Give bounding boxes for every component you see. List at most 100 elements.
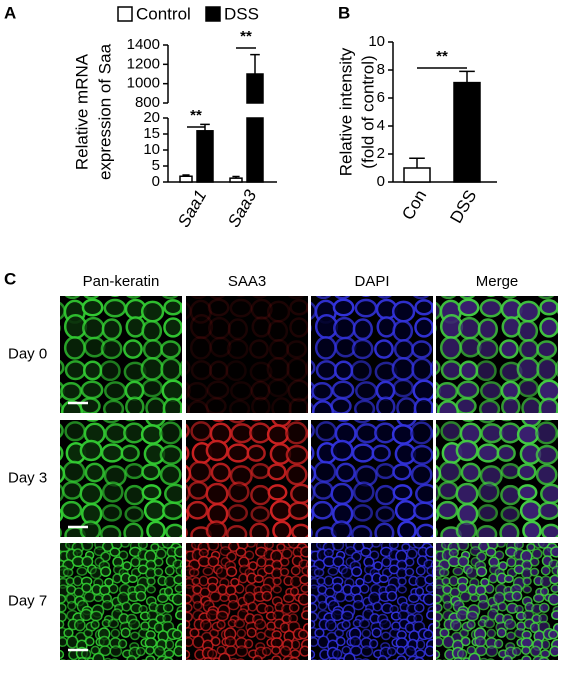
cell — [83, 300, 102, 316]
cell — [182, 595, 191, 603]
cell — [522, 656, 530, 663]
cell — [356, 300, 376, 316]
row-label: Day 7 — [8, 592, 47, 609]
cell — [457, 484, 478, 504]
cell — [236, 659, 245, 666]
cell — [442, 361, 461, 379]
cell — [184, 660, 194, 669]
cell — [314, 280, 333, 298]
cell — [146, 646, 154, 654]
significance-label: ** — [240, 28, 252, 45]
cell — [257, 632, 265, 639]
cell — [68, 601, 76, 609]
cell — [440, 660, 449, 668]
cell — [497, 628, 506, 637]
y-axis-label: Relative mRNA — [72, 53, 91, 170]
cell — [251, 486, 269, 504]
cell — [165, 650, 174, 657]
cell — [332, 484, 353, 504]
cell — [378, 666, 387, 669]
cell — [161, 342, 179, 358]
cell — [333, 540, 344, 550]
cell — [467, 611, 478, 620]
cell — [252, 507, 269, 521]
cell — [376, 486, 394, 504]
cell — [393, 302, 414, 321]
cell — [536, 423, 556, 444]
cell — [188, 401, 208, 422]
cell — [105, 382, 125, 399]
cell — [143, 380, 162, 396]
significance-label: ** — [190, 107, 202, 124]
cell — [181, 651, 189, 659]
cell — [558, 567, 561, 577]
cell — [382, 558, 391, 567]
x-tick-label: Con — [398, 187, 430, 224]
cell — [394, 321, 412, 340]
row-label: Day 3 — [8, 469, 47, 486]
cell — [174, 575, 183, 583]
cell — [269, 485, 286, 499]
cell — [355, 401, 374, 417]
cell — [164, 399, 182, 419]
cell — [217, 611, 228, 620]
column-header: SAA3 — [228, 273, 266, 290]
cell — [326, 620, 336, 631]
cell — [503, 666, 512, 669]
cell — [91, 611, 102, 620]
cell — [287, 446, 307, 464]
cell — [210, 629, 218, 637]
cell — [434, 660, 444, 669]
cell — [236, 646, 247, 656]
cell — [90, 568, 101, 579]
cell — [432, 595, 441, 603]
y-tick-label: 20 — [143, 109, 160, 126]
cell — [454, 658, 462, 665]
cell — [335, 629, 343, 637]
y-tick-label: 5 — [152, 157, 160, 174]
cell — [113, 574, 121, 583]
cell — [505, 575, 514, 582]
cell — [188, 502, 207, 518]
cell — [247, 628, 256, 637]
cell — [387, 591, 396, 600]
cell — [265, 541, 274, 549]
cell — [290, 603, 299, 612]
cell — [192, 361, 211, 379]
cell — [121, 628, 130, 637]
cell — [350, 637, 360, 647]
cell — [64, 569, 73, 577]
cell — [220, 595, 228, 602]
cell — [373, 602, 381, 611]
cell — [158, 594, 168, 602]
cell — [505, 619, 516, 629]
cell — [82, 540, 93, 550]
cell — [199, 576, 208, 585]
cell — [288, 658, 299, 669]
cell — [335, 362, 352, 379]
cell — [127, 656, 136, 664]
cell — [225, 637, 235, 647]
cell — [40, 402, 59, 420]
cell — [142, 302, 163, 321]
cell — [449, 576, 458, 585]
cell — [302, 611, 311, 619]
cell — [144, 340, 162, 358]
panel-label: C — [4, 269, 16, 288]
cell — [191, 663, 202, 669]
bar — [247, 118, 263, 182]
cell — [227, 526, 246, 542]
cell — [208, 382, 228, 398]
cell — [103, 319, 121, 338]
error-bar — [459, 71, 475, 82]
cell — [229, 319, 247, 338]
cell — [266, 660, 275, 669]
cell — [219, 653, 230, 665]
cell — [175, 585, 183, 592]
cell — [207, 484, 228, 504]
cell — [467, 621, 475, 629]
cell — [49, 615, 58, 623]
cell — [57, 604, 66, 612]
cell — [478, 340, 497, 358]
cell — [77, 567, 86, 575]
